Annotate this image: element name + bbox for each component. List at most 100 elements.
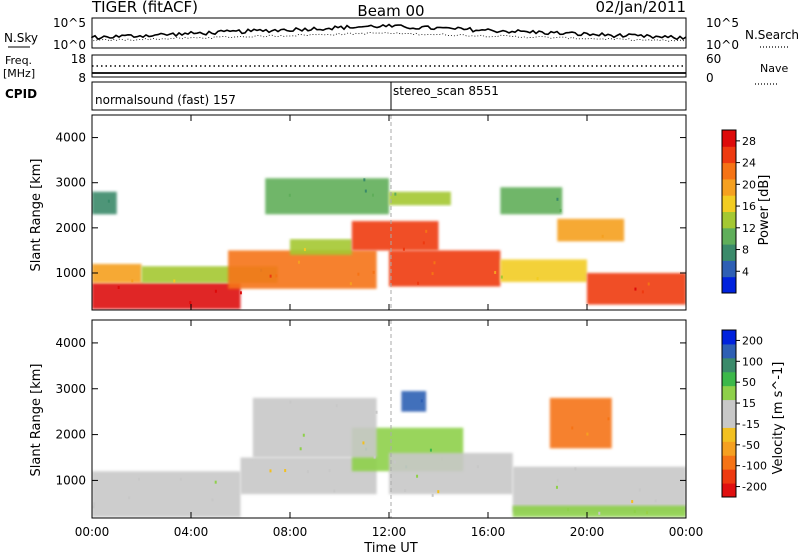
velocity-colorbar-swatch [722,357,736,373]
freq-label: Freq. [5,54,32,67]
power-region [500,259,587,283]
nsky-panel: N.Sky 10^5 10^0 10^5 10^0 N.Search [4,16,799,52]
nave-tick-bottom: 0 [706,71,714,85]
power-cell [425,229,428,233]
power-cell [634,287,637,291]
power-region [265,178,389,215]
velocity-ylabel: Slant Range [km] [29,364,44,477]
power-colorbar-tick-label: 12 [742,222,756,235]
velocity-cell [269,469,272,473]
power-ylabel: Slant Range [km] [29,159,44,272]
power-region [290,239,352,255]
freq-panel: Freq. [MHz] 18 8 60 0 Nave [3,52,788,85]
velocity-colorbar-tick-label: 50 [742,376,756,389]
nsky-frame [91,17,687,49]
power-cell [394,192,397,196]
velocity-colorbar-frame [721,329,737,498]
velocity-region [549,397,612,449]
power-colorbar-swatch [722,211,736,229]
power-ytick-label: 3000 [55,176,86,190]
power-colorbar-swatch [722,244,736,261]
date-label: 02/Jan/2011 [596,0,687,16]
velocity-cell [431,493,434,497]
velocity-cell [214,480,217,484]
xtick-label: 16:00 [471,525,506,539]
power-region [92,191,117,215]
power-region [351,221,439,251]
velocity-cell [631,500,634,504]
velocity-ytick-label: 3000 [55,382,86,396]
power-cell [559,208,562,212]
velocity-colorbar-swatch [722,427,736,442]
power-cell [422,241,425,245]
beam-label: Beam 00 [357,2,424,20]
power-cell [107,199,110,203]
velocity-colorbar-swatch [722,469,736,484]
xtick-label: 20:00 [570,525,605,539]
velocity-colorbar-swatch [722,343,736,359]
nave-label: Nave [760,62,788,75]
velocity-colorbar-swatch [722,371,736,387]
power-colorbar-swatch [722,195,736,212]
power-colorbar-swatch [722,227,736,245]
power-cell [556,197,559,201]
power-cell [363,178,366,182]
velocity-cell [373,455,376,459]
power-colorbar-swatch [722,260,736,278]
velocity-colorbar-tick-label: -200 [742,481,767,494]
freq-tick-top: 18 [71,52,86,66]
velocity-ytick-label: 4000 [55,336,86,350]
power-panel: 1000 2000 3000 4000 Slant Range [km] 4 8 12 16… [29,114,772,311]
power-cell [189,301,192,305]
velocity-region [401,391,427,412]
power-colorbar-swatch [722,146,736,164]
velocity-ytick-label: 1000 [55,473,86,487]
velocity-cell [556,478,559,482]
nave-tick-top: 60 [706,52,721,66]
velocity-colorbar-swatch [722,399,736,414]
power-cell [601,234,604,238]
velocity-cell [586,432,589,436]
power-cell [117,285,120,289]
velocity-cell [633,509,636,513]
velocity-cell [607,417,610,421]
power-cell [131,279,134,283]
power-cell [641,290,644,294]
power-region [389,191,451,206]
velocity-colorbar-swatch [722,455,736,470]
power-colorbar-swatch [722,162,736,180]
power-colorbar-tick-label: 28 [742,135,756,148]
power-cell [500,275,503,279]
velocity-colorbar-tick-label: 100 [742,355,763,368]
cpid-frame [91,81,687,111]
power-cell [214,289,217,293]
power-region [500,187,563,215]
velocity-y-axis: 1000 2000 3000 4000 [55,336,686,487]
velocity-colorbar-label: Velocity [m s^-1] [771,362,786,475]
velocity-ytick-label: 2000 [55,428,86,442]
velocity-cell [571,426,574,430]
power-cell [433,261,436,265]
power-cell [647,282,650,286]
power-cell [357,272,360,276]
velocity-cell [437,490,440,494]
velocity-cell [598,511,601,515]
power-cell [269,274,272,278]
power-ytick-label: 2000 [55,221,86,235]
power-colorbar-swatch [722,276,736,294]
cpid-segment-2: stereo_scan 8551 [393,84,499,98]
velocity-region [512,505,686,518]
power-colorbar-swatch [722,178,736,196]
velocity-cell [333,489,336,493]
power-cell [417,281,420,285]
radar-title: TIGER (fitACF) [91,0,198,16]
power-cell [288,193,291,197]
velocity-cell [328,469,331,473]
nsky-tick-bottom: 10^0 [53,38,86,52]
power-colorbar-tick-label: 4 [742,265,749,278]
velocity-colorbar-tick-label: -15 [742,418,760,431]
power-heatmap [92,178,686,310]
velocity-cell [289,400,292,404]
velocity-cell [404,489,407,493]
cpid-segment-1: normalsound (fast) 157 [95,93,236,107]
